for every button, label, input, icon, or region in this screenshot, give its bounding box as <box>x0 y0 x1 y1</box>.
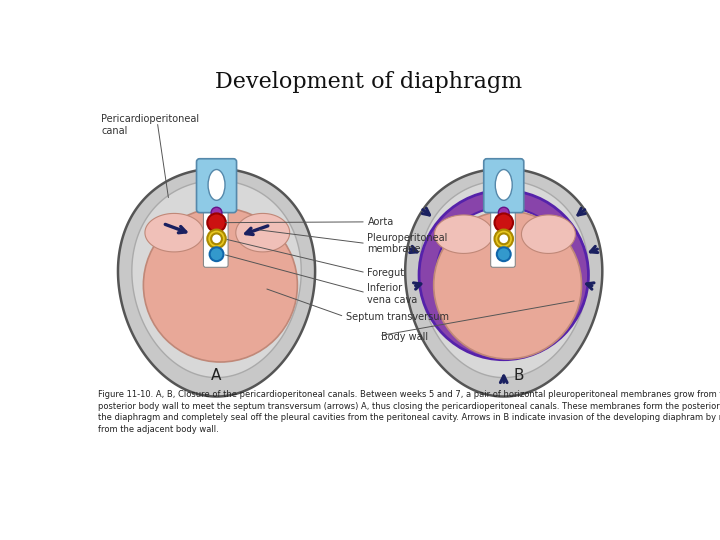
Text: A: A <box>212 368 222 383</box>
Circle shape <box>498 207 509 218</box>
Circle shape <box>419 190 588 360</box>
Circle shape <box>211 233 222 244</box>
Circle shape <box>498 233 509 244</box>
Circle shape <box>495 213 513 232</box>
FancyBboxPatch shape <box>490 207 516 267</box>
Polygon shape <box>419 180 588 377</box>
Text: Body wall: Body wall <box>381 333 428 342</box>
Circle shape <box>211 207 222 218</box>
Text: B: B <box>514 368 524 383</box>
FancyBboxPatch shape <box>197 159 237 213</box>
Circle shape <box>497 247 510 261</box>
Circle shape <box>433 211 582 359</box>
Text: Foregut: Foregut <box>367 268 405 278</box>
Text: Inferior
vena cava: Inferior vena cava <box>367 284 418 305</box>
Circle shape <box>207 213 226 232</box>
Text: Pericardioperitoneal
canal: Pericardioperitoneal canal <box>101 114 199 136</box>
Polygon shape <box>132 180 301 377</box>
Text: Figure 11-10. A, B, Closure of the pericardioperitoneal canals. Between weeks 5 : Figure 11-10. A, B, Closure of the peric… <box>98 390 720 434</box>
Ellipse shape <box>495 170 512 200</box>
Polygon shape <box>145 213 204 252</box>
Polygon shape <box>405 168 603 396</box>
Ellipse shape <box>208 170 225 200</box>
Polygon shape <box>236 213 289 252</box>
Polygon shape <box>521 215 575 253</box>
Polygon shape <box>434 215 493 253</box>
Circle shape <box>207 230 226 248</box>
FancyBboxPatch shape <box>484 159 523 213</box>
Text: Septum transversum: Septum transversum <box>346 312 449 322</box>
FancyBboxPatch shape <box>204 207 228 267</box>
Circle shape <box>495 230 513 248</box>
Circle shape <box>436 207 572 343</box>
Text: Development of diaphragm: Development of diaphragm <box>215 71 523 93</box>
Text: Pleuroperitoneal
membrane: Pleuroperitoneal membrane <box>367 233 448 254</box>
Polygon shape <box>205 211 226 265</box>
Circle shape <box>143 208 297 362</box>
Text: Aorta: Aorta <box>367 217 394 227</box>
Polygon shape <box>118 168 315 396</box>
Circle shape <box>210 247 223 261</box>
